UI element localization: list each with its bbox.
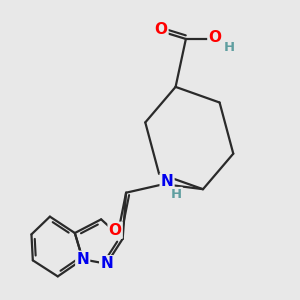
- Text: N: N: [76, 252, 89, 267]
- Text: N: N: [161, 174, 173, 189]
- Text: O: O: [109, 223, 122, 238]
- Text: O: O: [208, 30, 221, 45]
- Text: N: N: [100, 256, 113, 271]
- Text: O: O: [154, 22, 167, 37]
- Text: H: H: [224, 41, 235, 54]
- Text: H: H: [171, 188, 182, 201]
